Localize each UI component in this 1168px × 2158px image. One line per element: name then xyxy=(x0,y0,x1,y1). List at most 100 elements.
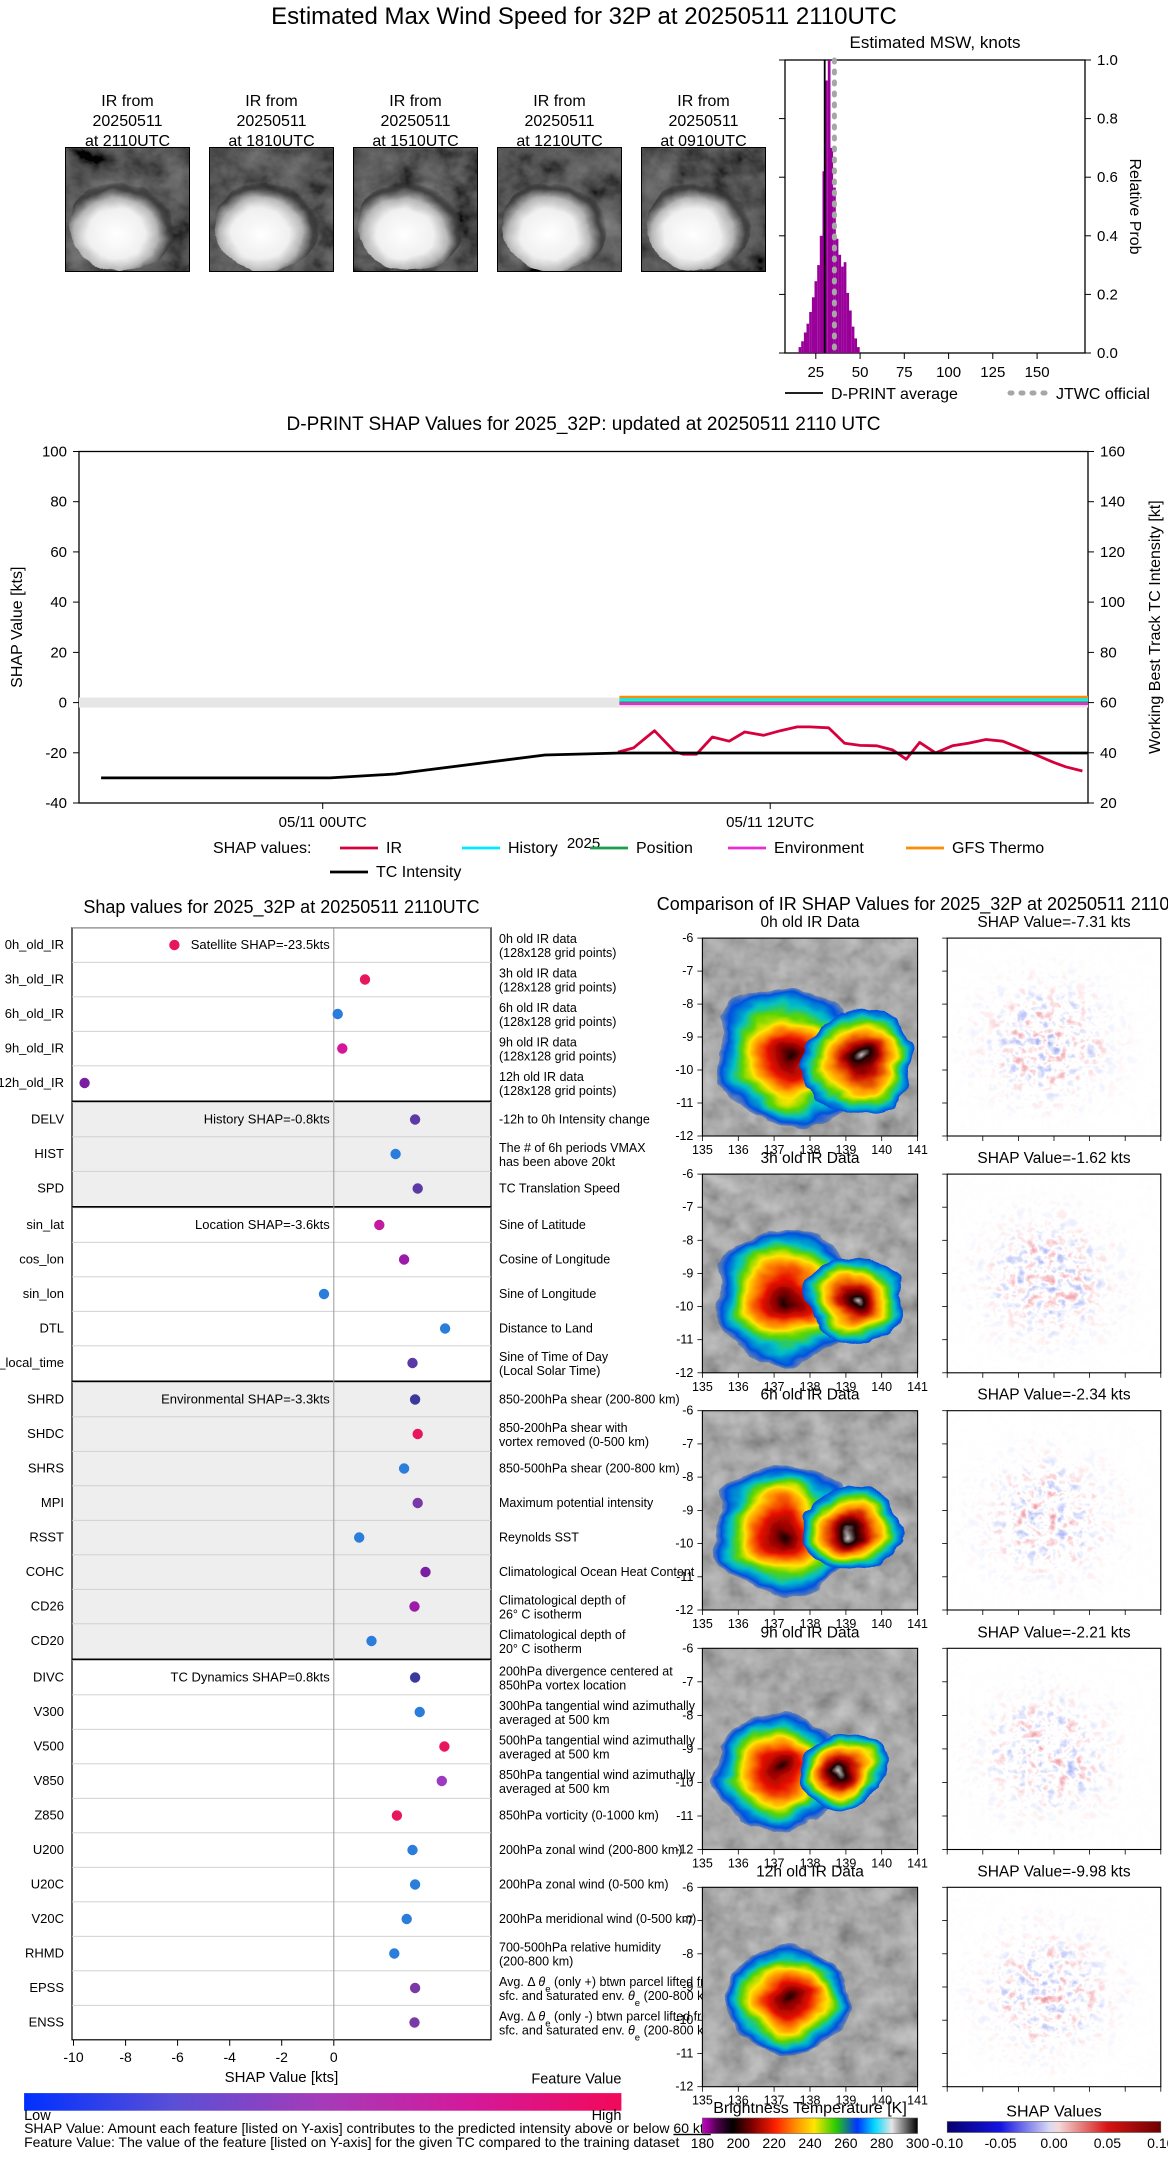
svg-text:ENSS: ENSS xyxy=(29,2015,65,2030)
svg-text:(128x128 grid points): (128x128 grid points) xyxy=(499,946,616,960)
svg-text:Comparison of IR SHAP Values f: Comparison of IR SHAP Values for 2025_32… xyxy=(657,894,1168,915)
svg-text:200: 200 xyxy=(727,2135,751,2151)
svg-text:-8: -8 xyxy=(119,2049,132,2065)
svg-text:U200: U200 xyxy=(33,1842,64,1857)
svg-text:Avg. Δ θe (only +) btwn parcel: Avg. Δ θe (only +) btwn parcel lifted fr… xyxy=(499,1975,722,1995)
svg-text:138: 138 xyxy=(800,1857,821,1871)
svg-text:141: 141 xyxy=(907,1143,928,1157)
svg-text:300hPa tangential wind azimuth: 300hPa tangential wind azimuthally xyxy=(499,1699,696,1713)
svg-text:-8: -8 xyxy=(682,1470,693,1484)
svg-text:138: 138 xyxy=(800,1143,821,1157)
svg-text:-12: -12 xyxy=(675,1603,693,1617)
svg-text:(128x128 grid points): (128x128 grid points) xyxy=(499,1015,616,1029)
svg-text:60: 60 xyxy=(1100,695,1117,712)
svg-text:sin_lat: sin_lat xyxy=(26,1217,64,1232)
svg-text:0.8: 0.8 xyxy=(1097,111,1118,128)
svg-text:GFS Thermo: GFS Thermo xyxy=(952,840,1044,857)
svg-text:140: 140 xyxy=(871,1617,892,1631)
svg-text:-12: -12 xyxy=(675,1129,693,1143)
svg-text:40: 40 xyxy=(50,594,67,611)
svg-text:125: 125 xyxy=(980,364,1005,381)
svg-text:160: 160 xyxy=(1100,444,1125,461)
svg-text:-10: -10 xyxy=(675,1537,693,1551)
svg-text:-12: -12 xyxy=(675,1843,693,1857)
svg-text:D-PRINT average: D-PRINT average xyxy=(831,386,958,403)
svg-text:RSST: RSST xyxy=(29,1530,64,1545)
svg-text:120: 120 xyxy=(1100,544,1125,561)
svg-text:137: 137 xyxy=(764,1617,785,1631)
svg-text:Z850: Z850 xyxy=(34,1808,64,1823)
svg-text:(128x128 grid points): (128x128 grid points) xyxy=(499,1084,616,1098)
svg-text:cos_lon: cos_lon xyxy=(19,1252,64,1267)
svg-text:sfc. and saturated env. θe (20: sfc. and saturated env. θe (200-800 km) xyxy=(499,2024,718,2044)
svg-text:SHAP Value: Amount each featur: SHAP Value: Amount each feature [listed … xyxy=(24,2120,711,2136)
svg-text:135: 135 xyxy=(692,1143,713,1157)
svg-text:-12: -12 xyxy=(675,2080,693,2094)
svg-text:200hPa meridional wind (0-500: 200hPa meridional wind (0-500 km) xyxy=(499,1912,696,1926)
svg-text:139: 139 xyxy=(835,1617,856,1631)
svg-text:has been above 20kt: has been above 20kt xyxy=(499,1155,616,1169)
svg-text:136: 136 xyxy=(728,1857,749,1871)
svg-text:-40: -40 xyxy=(45,795,67,812)
svg-text:-12h to 0h Intensity change: -12h to 0h Intensity change xyxy=(499,1113,650,1127)
svg-text:100: 100 xyxy=(1100,594,1125,611)
svg-text:300: 300 xyxy=(906,2135,930,2151)
svg-text:100: 100 xyxy=(42,444,67,461)
svg-text:136: 136 xyxy=(728,1617,749,1631)
svg-text:EPSS: EPSS xyxy=(29,1980,64,1995)
svg-text:Position: Position xyxy=(636,840,693,857)
svg-text:-11: -11 xyxy=(676,1809,693,1823)
svg-text:140: 140 xyxy=(871,2094,892,2108)
svg-text:Cosine of Longitude: Cosine of Longitude xyxy=(499,1253,610,1267)
svg-text:Sine of Latitude: Sine of Latitude xyxy=(499,1218,586,1232)
svg-text:High: High xyxy=(592,2108,622,2124)
svg-text:-7: -7 xyxy=(682,964,693,978)
svg-text:200hPa zonal wind (0-500 km): 200hPa zonal wind (0-500 km) xyxy=(499,1878,669,1892)
svg-text:141: 141 xyxy=(907,1857,928,1871)
svg-text:SHAP Value=-9.98 kts: SHAP Value=-9.98 kts xyxy=(977,1863,1130,1880)
svg-text:-2: -2 xyxy=(275,2049,288,2065)
svg-text:Low: Low xyxy=(24,2108,51,2124)
svg-text:TC Dynamics SHAP=0.8kts: TC Dynamics SHAP=0.8kts xyxy=(171,1670,331,1685)
svg-text:-7: -7 xyxy=(682,1914,693,1928)
svg-text:136: 136 xyxy=(728,1143,749,1157)
svg-text:6h old IR data: 6h old IR data xyxy=(499,1001,577,1015)
svg-text:U20C: U20C xyxy=(31,1877,64,1892)
svg-text:averaged at 500 km: averaged at 500 km xyxy=(499,1782,610,1796)
svg-text:(128x128 grid points): (128x128 grid points) xyxy=(499,981,616,995)
svg-text:20: 20 xyxy=(1100,795,1117,812)
svg-text:-9: -9 xyxy=(682,1980,693,1994)
svg-text:DELV: DELV xyxy=(31,1112,64,1127)
svg-text:200hPa divergence centered at: 200hPa divergence centered at xyxy=(499,1665,673,1679)
svg-text:History SHAP=-0.8kts: History SHAP=-0.8kts xyxy=(204,1112,331,1127)
svg-text:D-PRINT SHAP Values for 2025_3: D-PRINT SHAP Values for 2025_32P: update… xyxy=(287,414,881,435)
svg-text:-6: -6 xyxy=(682,1641,693,1655)
svg-text:Location SHAP=-3.6kts: Location SHAP=-3.6kts xyxy=(195,1217,330,1232)
svg-text:12h old IR Data: 12h old IR Data xyxy=(756,1863,864,1880)
svg-text:40: 40 xyxy=(1100,745,1117,762)
svg-text:-6: -6 xyxy=(682,1167,693,1181)
svg-text:0: 0 xyxy=(330,2049,338,2065)
svg-text:150: 150 xyxy=(1025,364,1050,381)
svg-text:0h old IR Data: 0h old IR Data xyxy=(760,914,859,931)
svg-text:139: 139 xyxy=(835,1380,856,1394)
svg-text:Distance to Land: Distance to Land xyxy=(499,1322,593,1336)
svg-text:141: 141 xyxy=(907,1380,928,1394)
svg-text:Relative Prob: Relative Prob xyxy=(1126,158,1143,254)
svg-text:0.2: 0.2 xyxy=(1097,286,1118,303)
svg-text:Feature Value: The value of th: Feature Value: The value of the feature … xyxy=(24,2134,679,2150)
svg-text:1.0: 1.0 xyxy=(1097,52,1118,69)
svg-text:0h old IR data: 0h old IR data xyxy=(499,932,577,946)
svg-text:CD20: CD20 xyxy=(31,1633,64,1648)
svg-text:0.05: 0.05 xyxy=(1094,2135,1121,2151)
svg-text:3h_old_IR: 3h_old_IR xyxy=(5,972,64,987)
svg-text:-9: -9 xyxy=(682,1742,693,1756)
svg-text:DIVC: DIVC xyxy=(33,1670,64,1685)
svg-text:DTL: DTL xyxy=(39,1321,64,1336)
svg-text:141: 141 xyxy=(907,2094,928,2108)
svg-text:sin_lon: sin_lon xyxy=(23,1286,64,1301)
svg-text:12h old IR data: 12h old IR data xyxy=(499,1070,584,1084)
svg-text:Satellite SHAP=-23.5kts: Satellite SHAP=-23.5kts xyxy=(191,937,331,952)
svg-text:20: 20 xyxy=(50,644,67,661)
svg-text:SHDC: SHDC xyxy=(27,1426,64,1441)
